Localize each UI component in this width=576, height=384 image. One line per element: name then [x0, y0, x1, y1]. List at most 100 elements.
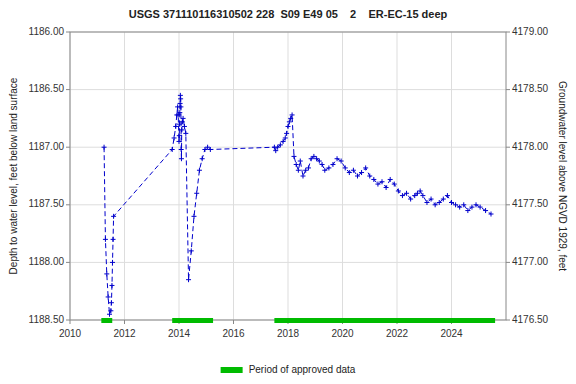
x-tick-label: 2024	[440, 328, 463, 339]
data-point	[110, 260, 115, 265]
y-tick-label: 1188.50	[29, 314, 65, 325]
data-point	[296, 168, 301, 173]
x-tick-label: 2012	[113, 328, 136, 339]
data-point	[284, 131, 289, 136]
data-point	[322, 168, 327, 173]
data-point	[371, 177, 376, 182]
legend-label: Period of approved data	[249, 364, 356, 375]
data-point	[359, 170, 364, 175]
x-tick-label: 2018	[277, 328, 300, 339]
data-point	[197, 168, 202, 173]
data-point	[194, 191, 199, 196]
grid-line-x	[342, 32, 343, 320]
data-point	[433, 202, 438, 207]
data-point	[183, 131, 188, 136]
y2-tick-label: 4177.50	[512, 198, 549, 209]
data-point	[111, 237, 116, 242]
grid	[70, 32, 506, 320]
approved-period-bar	[274, 318, 495, 323]
data-point	[326, 165, 331, 170]
y-tick-label: 1187.00	[29, 141, 65, 152]
data-point	[392, 182, 397, 187]
data-point	[191, 214, 196, 219]
data-point	[109, 283, 114, 288]
y2-tick	[506, 204, 510, 205]
data-point	[418, 188, 423, 193]
y2-tick-label: 4178.50	[512, 83, 549, 94]
y2-tick	[506, 89, 510, 90]
data-point	[343, 165, 348, 170]
chart: 201020122014201620182020202220241186.001…	[0, 0, 576, 384]
y2-tick-label: 4178.00	[512, 141, 549, 152]
data-point	[351, 168, 356, 173]
data-point	[109, 300, 114, 305]
data-point	[429, 197, 434, 202]
grid-line-x	[451, 32, 452, 320]
y2-tick	[506, 320, 510, 321]
data-point	[309, 156, 314, 161]
y2-axis-label: Groundwater level above NGVD 1929, feet	[557, 81, 568, 271]
data-point	[179, 127, 184, 132]
data-point	[275, 145, 280, 150]
data-point	[102, 145, 107, 150]
plot-area	[102, 93, 494, 317]
data-point	[300, 174, 305, 179]
data-point	[363, 165, 368, 170]
y2-tick	[506, 262, 510, 263]
x-tick-label: 2010	[59, 328, 82, 339]
data-point	[311, 154, 316, 159]
data-point	[314, 156, 319, 161]
data-point	[186, 277, 191, 282]
data-point	[441, 197, 446, 202]
y-tick	[66, 147, 70, 148]
data-point	[465, 208, 470, 213]
data-point	[180, 119, 185, 124]
y-tick	[66, 320, 70, 321]
grid-line-x	[288, 32, 289, 320]
grid-line-y	[70, 204, 506, 205]
x-tick	[233, 320, 234, 324]
data-point	[483, 208, 488, 213]
data-point	[182, 124, 187, 129]
data-point	[208, 147, 213, 152]
y-tick-label: 1187.50	[29, 198, 65, 209]
data-point	[330, 162, 335, 167]
data-point	[478, 205, 483, 210]
data-point	[461, 202, 466, 207]
data-point	[445, 193, 450, 198]
data-point	[205, 145, 210, 150]
y-tick	[66, 89, 70, 90]
data-point	[202, 147, 207, 152]
data-point	[178, 96, 183, 101]
grid-line-y	[70, 262, 506, 263]
data-point	[177, 122, 182, 127]
plot-frame	[70, 32, 506, 320]
data-point	[380, 179, 385, 184]
data-point	[291, 154, 296, 159]
data-point	[415, 191, 420, 196]
data-point	[278, 142, 283, 147]
data-point	[396, 188, 401, 193]
legend-swatch	[221, 367, 243, 373]
data-point	[177, 110, 182, 115]
data-point	[367, 174, 372, 179]
data-point	[424, 200, 429, 205]
data-point	[104, 271, 109, 276]
data-point	[303, 168, 308, 173]
y2-tick-label: 4177.00	[512, 256, 549, 267]
legend-item: Period of approved data	[221, 364, 356, 375]
y-tick-label: 1186.50	[29, 83, 65, 94]
data-point	[474, 202, 479, 207]
data-point	[408, 197, 413, 202]
data-point	[178, 104, 183, 109]
data-point	[317, 159, 322, 164]
x-tick-label: 2020	[331, 328, 354, 339]
data-line	[104, 95, 491, 314]
grid-line-x	[179, 32, 180, 320]
data-point	[339, 159, 344, 164]
data-point	[179, 156, 184, 161]
y-tick-label: 1188.00	[29, 256, 65, 267]
chart-title: USGS 371110116310502 228 S09 E49 05 2 ER…	[129, 8, 448, 20]
data-point	[335, 156, 340, 161]
data-point	[172, 135, 177, 140]
